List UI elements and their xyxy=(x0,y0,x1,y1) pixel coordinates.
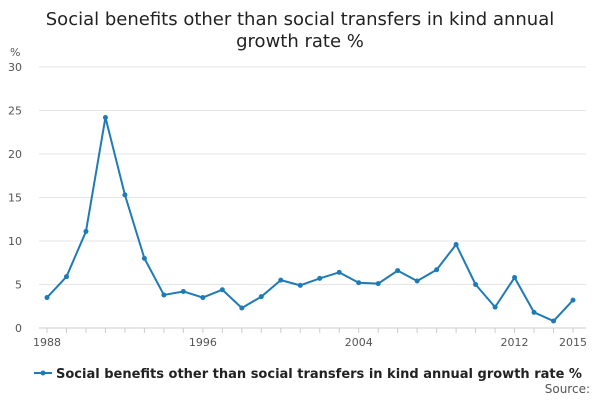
x-tick-label: 2012 xyxy=(501,336,529,349)
data-point-1991[interactable] xyxy=(102,114,108,120)
data-point-2014[interactable] xyxy=(551,318,557,324)
data-point-2010[interactable] xyxy=(473,282,479,287)
x-tick-label: 2015 xyxy=(559,336,587,349)
series-line xyxy=(46,116,574,323)
x-axis-ticks: 1988 1996 2004 2012 2015 xyxy=(33,328,587,349)
data-point-1999[interactable] xyxy=(258,294,264,300)
data-point-2006[interactable] xyxy=(395,268,401,274)
y-tick-label: 10 xyxy=(8,235,22,248)
legend[interactable]: Social benefits other than social transf… xyxy=(34,367,582,382)
source-label: Source: xyxy=(545,382,590,396)
data-point-1998[interactable] xyxy=(239,305,245,311)
x-tick-label: 2004 xyxy=(345,336,373,349)
data-point-2013[interactable] xyxy=(531,309,537,315)
data-point-1997[interactable] xyxy=(219,287,225,293)
data-point-2015[interactable] xyxy=(570,297,576,303)
data-point-1990[interactable] xyxy=(83,228,89,234)
legend-label: Social benefits other than social transf… xyxy=(56,367,582,382)
y-tick-label: 15 xyxy=(8,192,22,205)
data-point-2002[interactable] xyxy=(317,275,323,281)
y-tick-label: 30 xyxy=(8,61,22,74)
data-point-2003[interactable] xyxy=(336,269,342,275)
y-axis-unit-label: % xyxy=(10,46,20,59)
y-tick-label: 0 xyxy=(15,322,22,335)
data-point-2008[interactable] xyxy=(434,267,440,273)
data-point-2007[interactable] xyxy=(414,278,420,284)
y-tick-label: 20 xyxy=(8,148,22,161)
x-tick-label: 1996 xyxy=(189,336,217,349)
chart-title-line-1: Social benefits other than social transf… xyxy=(46,9,555,30)
data-point-1994[interactable] xyxy=(161,292,167,298)
data-point-1996[interactable] xyxy=(200,295,206,301)
chart-title-line-2: growth rate % xyxy=(236,31,364,52)
y-tick-label: 25 xyxy=(8,105,22,118)
data-point-1988[interactable] xyxy=(44,295,50,301)
y-axis-ticks: 0 5 10 15 20 25 30 xyxy=(8,61,22,335)
data-point-1992[interactable] xyxy=(122,192,128,198)
data-point-2009[interactable] xyxy=(453,241,459,247)
data-point-1995[interactable] xyxy=(180,288,186,294)
y-tick-label: 5 xyxy=(15,279,22,292)
data-point-2000[interactable] xyxy=(278,277,284,283)
data-point-1993[interactable] xyxy=(141,255,147,261)
series-group xyxy=(44,114,576,324)
data-point-2001[interactable] xyxy=(297,282,303,288)
data-point-2004[interactable] xyxy=(356,280,362,286)
gridlines xyxy=(39,66,586,285)
x-tick-label: 1988 xyxy=(33,336,61,349)
data-point-2012[interactable] xyxy=(512,275,518,281)
legend-marker-swatch xyxy=(40,370,46,376)
data-point-1989[interactable] xyxy=(63,274,69,280)
data-point-2011[interactable] xyxy=(492,304,498,310)
data-point-2005[interactable] xyxy=(375,281,381,287)
